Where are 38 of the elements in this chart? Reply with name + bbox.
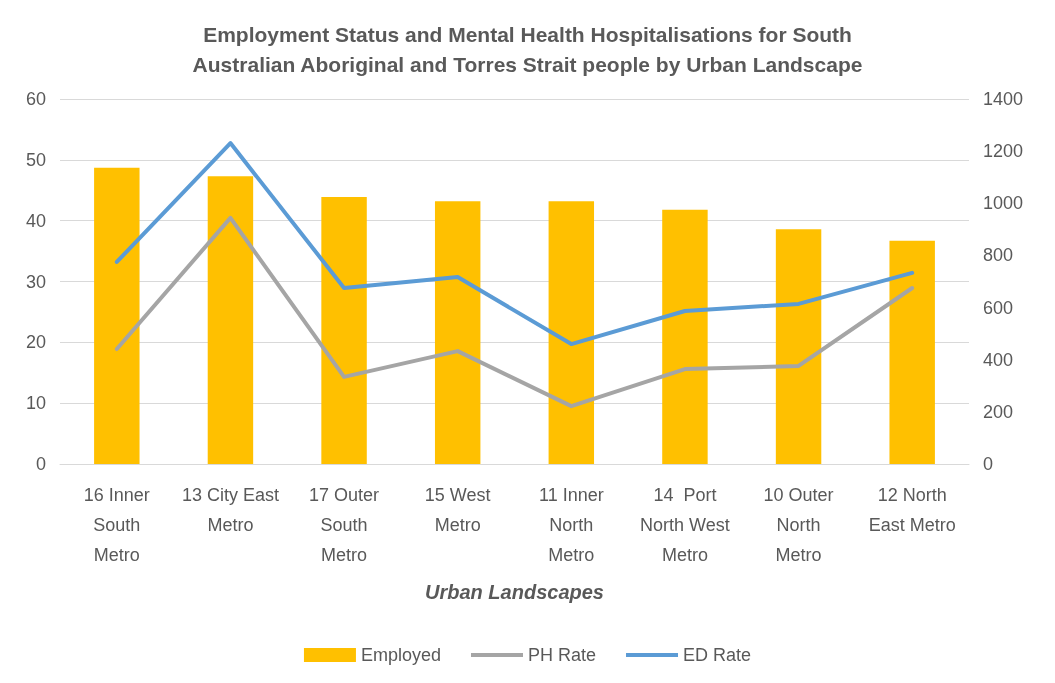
bar [321,196,367,464]
line-series [114,141,915,347]
chart-title: Employment Status and Mental Health Hospitalisations for South Australian Aboriginal and Torres Strait people by Urban Landscape [192,22,863,76]
x-tick-label: 16 Inner South Metro [83,485,150,565]
y-tick-label: 30 [25,271,46,292]
y2-tick-label: 1200 [983,141,1024,162]
y-tick-label: 60 [25,89,46,109]
x-tick-label: 11 Inner North Metro [538,485,604,565]
x-tick-label: 17 Outer South Metro [309,485,380,565]
y2-tick-label: 800 [983,245,1014,266]
bar [889,240,935,464]
bar [434,201,481,464]
x-tick-label: 14 Port North West Metro [640,485,730,565]
y-tick-label: 40 [25,210,46,231]
bar [548,201,595,464]
y-tick-label: 20 [25,332,46,353]
y2-tick-label: 0 [983,454,994,474]
x-tick-label: 13 City East Metro [181,485,279,535]
y2-tick-label: 600 [983,297,1014,318]
y2-tick-label: 200 [983,401,1014,422]
y2-tick-label: 400 [983,349,1014,370]
x-tick-label: 15 West Metro [424,485,491,535]
legend-label: Employed [360,645,441,665]
bar [775,229,822,464]
y-tick-label: 10 [25,393,46,414]
legend-label: PH Rate [527,645,597,665]
x-tick-label: 12 North East Metro [868,485,956,535]
y2-tick-label: 1400 [983,89,1024,109]
x-tick-label: 10 Outer North Metro [763,485,834,565]
y-tick-label: 50 [25,149,46,170]
y-tick-label: 0 [35,454,46,474]
line-series [114,215,915,409]
y2-tick-label: 1000 [983,193,1024,214]
x-axis-title: Urban Landscapes [425,581,604,603]
bar [662,209,708,464]
legend-label: ED Rate [683,645,752,665]
bar [94,167,140,464]
bar [207,176,254,464]
